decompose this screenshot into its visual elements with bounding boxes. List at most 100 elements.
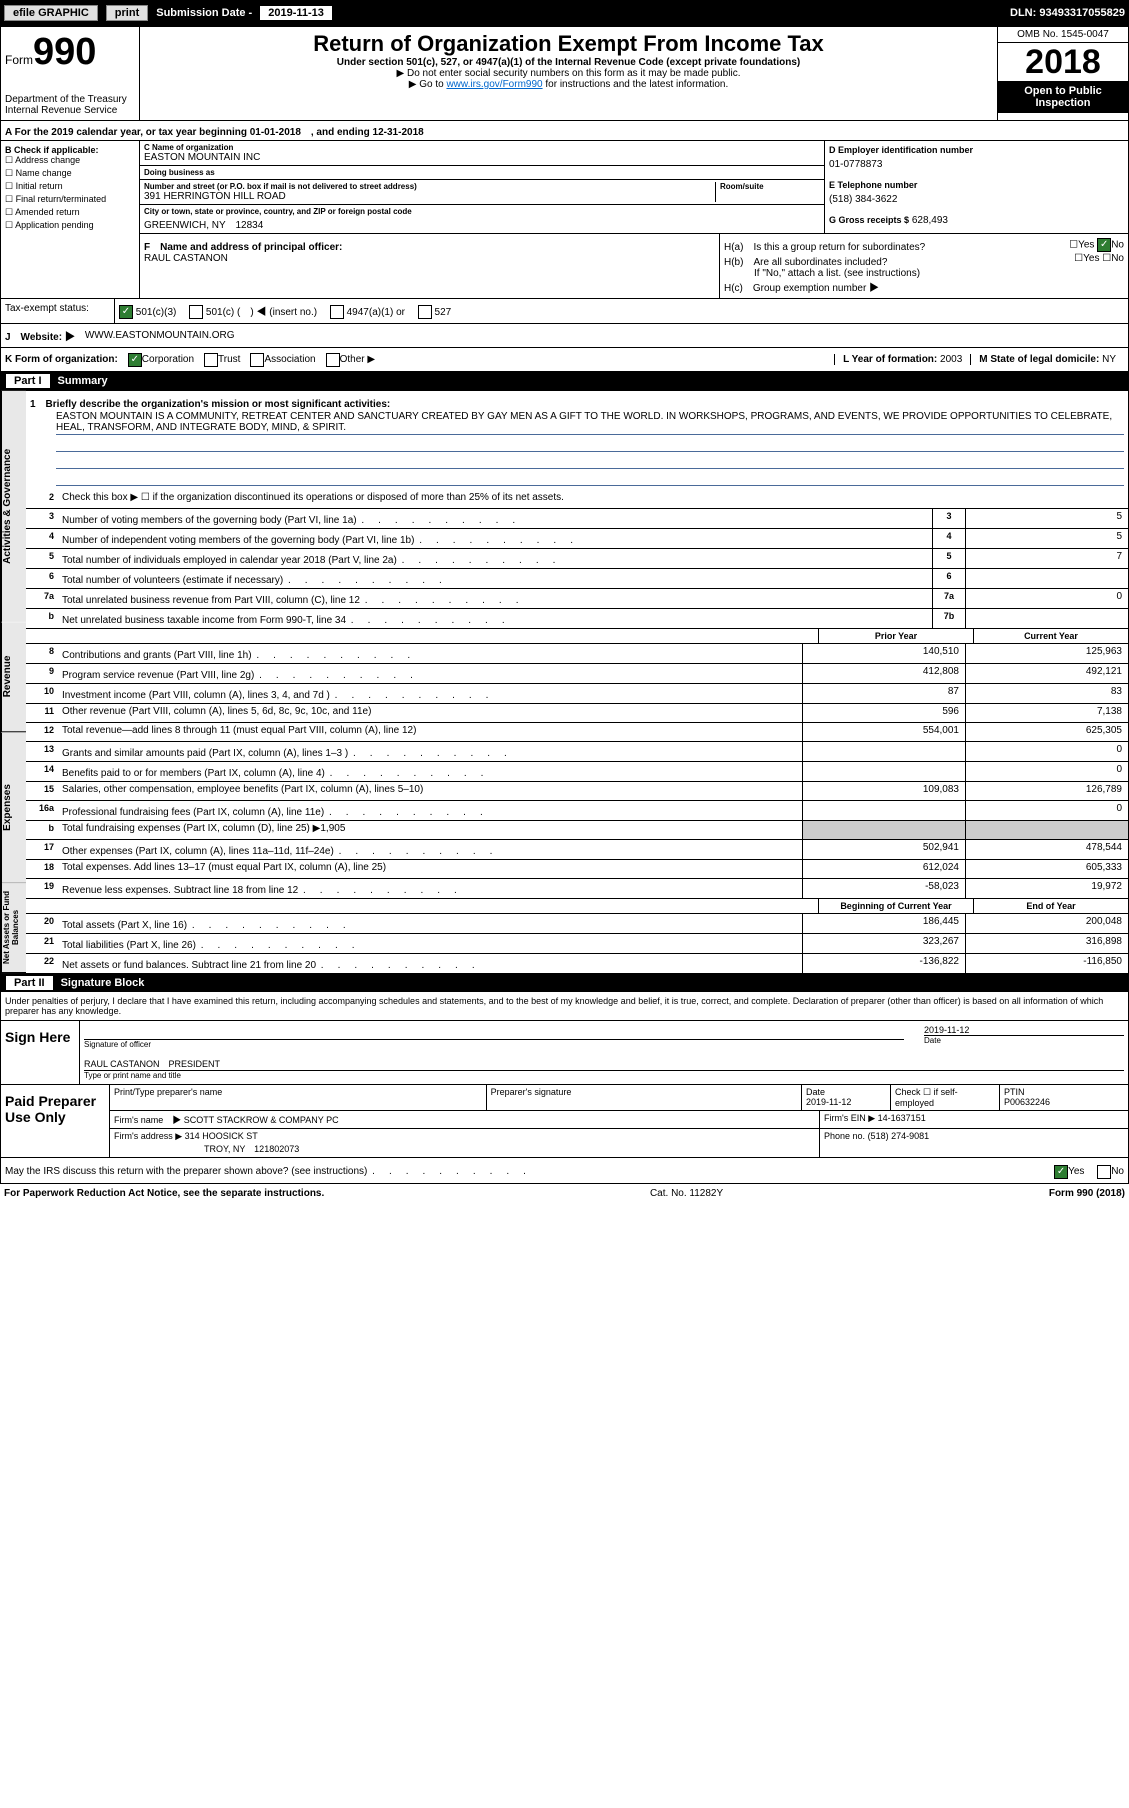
vtab-expenses: Expenses <box>1 733 26 884</box>
domicile-state: NY <box>1102 354 1116 365</box>
ha-no-check[interactable]: ✓ <box>1097 238 1111 252</box>
cb-501c3[interactable]: ✓ <box>119 305 133 319</box>
cb-corp[interactable]: ✓ <box>128 353 142 367</box>
part2-number: Part II <box>6 976 53 990</box>
preparer-sig-label: Preparer's signature <box>491 1087 797 1097</box>
hb-label: H(b) Are all subordinates included? <box>724 257 887 268</box>
summary-body: 1 Briefly describe the organization's mi… <box>26 391 1128 973</box>
form-subtitle: Under section 501(c), 527, or 4947(a)(1)… <box>144 57 993 68</box>
line-20-e: 200,048 <box>965 914 1128 933</box>
line-21-desc: Total liabilities (Part X, line 26) <box>58 934 802 953</box>
firm-name: SCOTT STACKROW & COMPANY PC <box>184 1115 339 1125</box>
form-title: Return of Organization Exempt From Incom… <box>144 31 993 57</box>
self-employed-check[interactable]: Check ☐ if self-employed <box>891 1085 1000 1110</box>
cb-trust[interactable] <box>204 353 218 367</box>
cb-pending[interactable]: ☐ Application pending <box>5 220 135 231</box>
org-name-label: C Name of organization <box>144 143 820 152</box>
line-15-cy: 126,789 <box>965 782 1128 800</box>
form-note2: ▶ Go to www.irs.gov/Form990 for instruct… <box>144 79 993 90</box>
declaration-text: Under penalties of perjury, I declare th… <box>1 992 1128 1020</box>
beginning-hdr: Beginning of Current Year <box>818 899 973 913</box>
gross-value: 628,493 <box>912 215 948 226</box>
dln-label: DLN: 93493317055829 <box>1010 7 1125 19</box>
line-12-py: 554,001 <box>802 723 965 741</box>
sig-name: RAUL CASTANON PRESIDENT <box>84 1057 1124 1070</box>
part2-header: Part II Signature Block <box>0 974 1129 992</box>
line-18-desc: Total expenses. Add lines 13–17 (must eq… <box>58 860 802 878</box>
col-d: D Employer identification number 01-0778… <box>824 141 1128 233</box>
end-hdr: End of Year <box>973 899 1128 913</box>
dba-label: Doing business as <box>144 168 820 177</box>
cb-527[interactable] <box>418 305 432 319</box>
discuss-no-check[interactable] <box>1097 1165 1111 1179</box>
line-5-val: 7 <box>965 549 1128 568</box>
officer-label: F Name and address of principal officer: <box>144 238 715 253</box>
cb-assoc[interactable] <box>250 353 264 367</box>
discuss-question: May the IRS discuss this return with the… <box>5 1162 528 1178</box>
mission-label: 1 Briefly describe the organization's mi… <box>30 395 1124 410</box>
line-22-b: -136,822 <box>802 954 965 973</box>
addr-label: Number and street (or P.O. box if mail i… <box>144 182 715 191</box>
form-note1: ▶ Do not enter social security numbers o… <box>144 68 993 79</box>
firm-ein: 14-1637151 <box>878 1113 926 1123</box>
line-13-cy: 0 <box>965 742 1128 761</box>
hc-label: H(c) Group exemption number ▶ <box>724 279 1124 294</box>
col-b-header: B Check if applicable: <box>5 145 135 155</box>
form-label: Form <box>5 53 33 67</box>
line-9-cy: 492,121 <box>965 664 1128 683</box>
line-19-desc: Revenue less expenses. Subtract line 18 … <box>58 879 802 898</box>
line-18-cy: 605,333 <box>965 860 1128 878</box>
firm-addr2: TROY, NY 121802073 <box>204 1144 299 1154</box>
cb-other[interactable] <box>326 353 340 367</box>
cb-4947[interactable] <box>330 305 344 319</box>
line-21-b: 323,267 <box>802 934 965 953</box>
line-16b-desc: Total fundraising expenses (Part IX, col… <box>58 821 802 839</box>
line-8-cy: 125,963 <box>965 644 1128 663</box>
cb-name-change[interactable]: ☐ Name change <box>5 168 135 179</box>
mission-block: 1 Briefly describe the organization's mi… <box>26 391 1128 490</box>
line-10-desc: Investment income (Part VIII, column (A)… <box>58 684 802 703</box>
part1-number: Part I <box>6 374 50 388</box>
formation-year: 2003 <box>940 354 962 365</box>
discuss-row: May the IRS discuss this return with the… <box>0 1158 1129 1183</box>
line-7b-val <box>965 609 1128 628</box>
line-12-desc: Total revenue—add lines 8 through 11 (mu… <box>58 723 802 741</box>
paid-preparer-label: Paid Preparer Use Only <box>1 1085 110 1157</box>
sig-date-label: Date <box>924 1035 1124 1045</box>
line-7b-desc: Net unrelated business taxable income fr… <box>58 609 932 628</box>
efile-button[interactable]: efile GRAPHIC <box>4 5 98 21</box>
submission-date: 2019-11-13 <box>260 6 332 20</box>
cb-initial-return[interactable]: ☐ Initial return <box>5 181 135 192</box>
prior-year-hdr: Prior Year <box>818 629 973 643</box>
line-20-desc: Total assets (Part X, line 16) <box>58 914 802 933</box>
line-3-val: 5 <box>965 509 1128 528</box>
cb-501c[interactable] <box>189 305 203 319</box>
cb-address-change[interactable]: ☐ Address change <box>5 155 135 166</box>
row-a: A For the 2019 calendar year, or tax yea… <box>0 121 1129 141</box>
city-label: City or town, state or province, country… <box>144 207 820 216</box>
officer-name: RAUL CASTANON <box>144 253 715 264</box>
vtab-governance: Activities & Governance <box>1 391 26 622</box>
line-20-b: 186,445 <box>802 914 965 933</box>
summary-table: Activities & Governance Revenue Expenses… <box>0 390 1129 974</box>
mission-text: EASTON MOUNTAIN IS A COMMUNITY, RETREAT … <box>56 410 1124 435</box>
line-22-desc: Net assets or fund balances. Subtract li… <box>58 954 802 973</box>
line-7a-val: 0 <box>965 589 1128 608</box>
current-year-hdr: Current Year <box>973 629 1128 643</box>
irs-link[interactable]: www.irs.gov/Form990 <box>446 79 542 90</box>
gross-label: G Gross receipts $ <box>829 215 909 225</box>
line-19-cy: 19,972 <box>965 879 1128 898</box>
line-5-desc: Total number of individuals employed in … <box>58 549 932 568</box>
cb-final-return[interactable]: ☐ Final return/terminated <box>5 194 135 205</box>
website-row: J Website: ▶ WWW.EASTONMOUNTAIN.ORG <box>0 324 1129 348</box>
ein-value: 01-0778873 <box>829 159 1124 170</box>
website-label: J Website: ▶ <box>5 328 75 343</box>
preparer-name-label: Print/Type preparer's name <box>114 1087 482 1097</box>
line-14-cy: 0 <box>965 762 1128 781</box>
firm-addr: 314 HOOSICK ST <box>185 1131 258 1141</box>
discuss-yes-check[interactable]: ✓ <box>1054 1165 1068 1179</box>
line-3-desc: Number of voting members of the governin… <box>58 509 932 528</box>
print-button[interactable]: print <box>106 5 148 21</box>
line-22-e: -116,850 <box>965 954 1128 973</box>
cb-amended[interactable]: ☐ Amended return <box>5 207 135 218</box>
